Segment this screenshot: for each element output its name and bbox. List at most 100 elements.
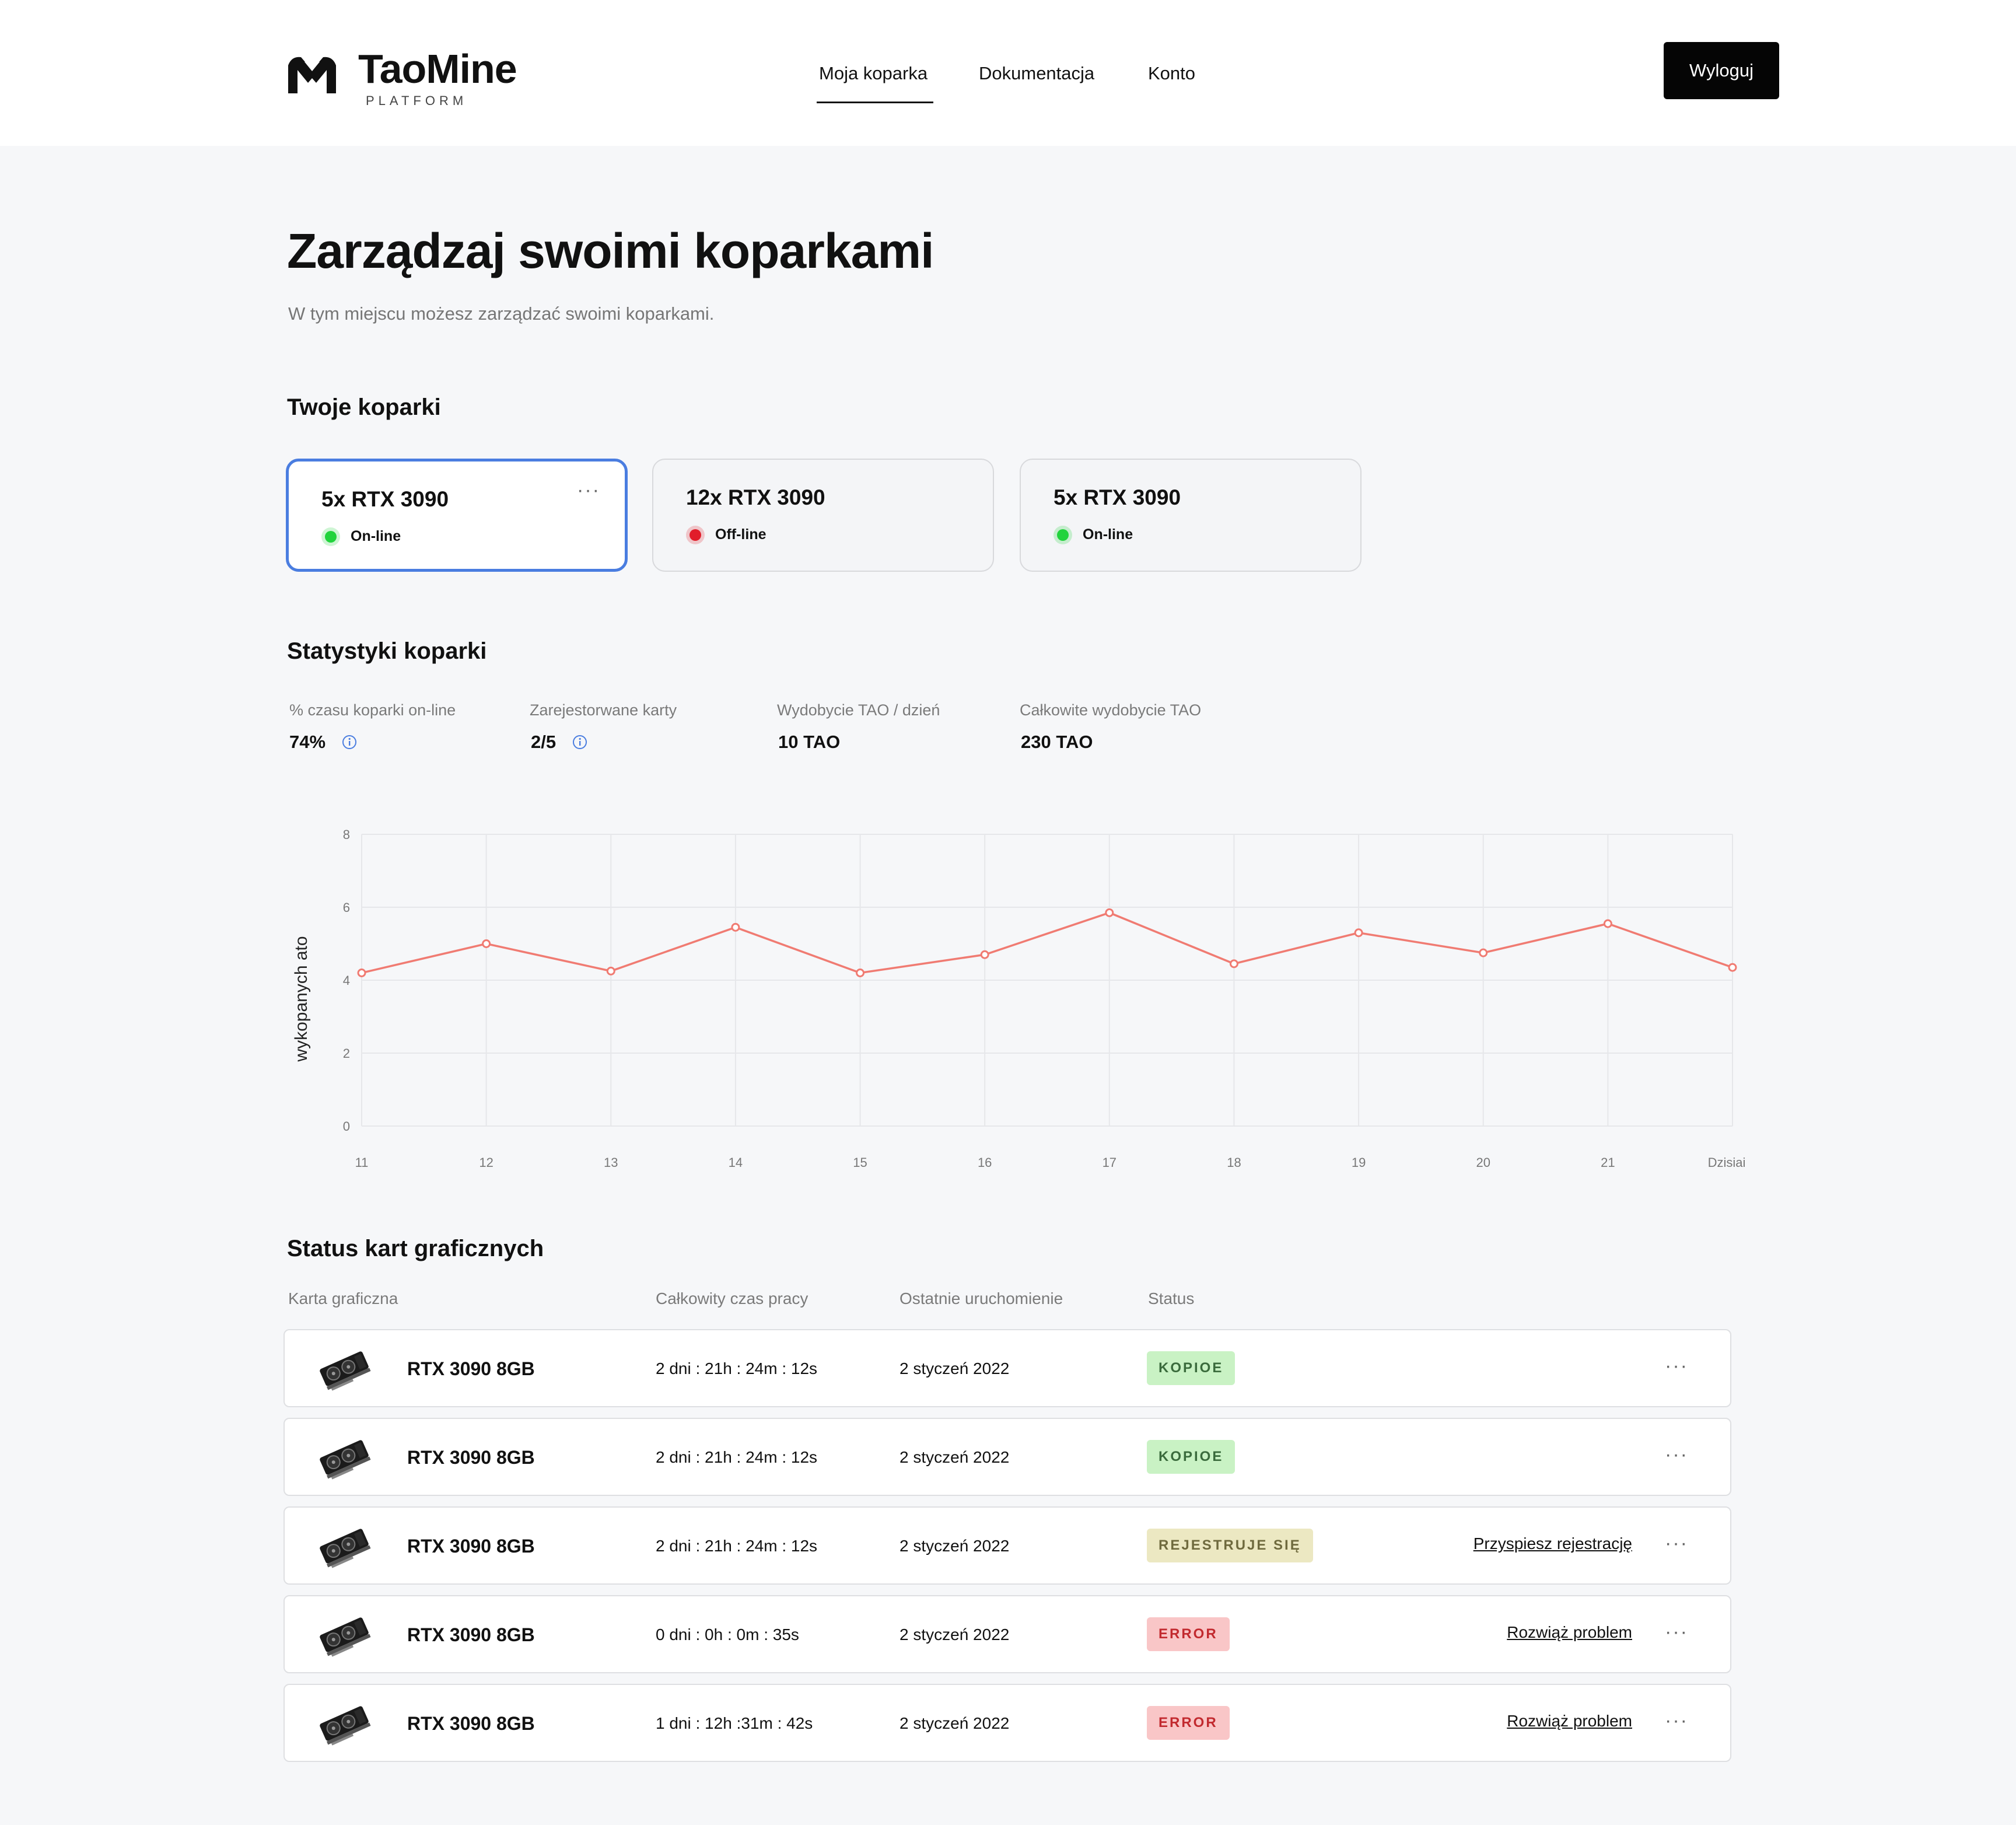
nav-account[interactable]: Konto — [1148, 63, 1196, 83]
nav-documentation[interactable]: Dokumentacja — [979, 63, 1095, 83]
column-header-status: Status — [1148, 1289, 1195, 1307]
stat-value-text: 2/5 — [531, 732, 556, 752]
status-badge: ERROR — [1147, 1617, 1230, 1651]
info-icon[interactable] — [342, 735, 357, 750]
chart-x-tick-label: 18 — [1227, 1155, 1241, 1167]
graphics-card-icon — [320, 1440, 371, 1480]
table-row[interactable]: RTX 3090 8GB 0 dni : 0h : 0m : 35s 2 stycz… — [284, 1595, 1731, 1673]
chart-grid — [361, 834, 1733, 1127]
row-action-link[interactable]: Rozwiąż problem — [1507, 1712, 1632, 1730]
logo-subtitle: PLATFORM — [366, 93, 468, 108]
chart-y-ticks: 0 2 4 6 8 — [343, 827, 350, 1134]
status-badge: REJESTRUJE SIĘ — [1147, 1529, 1313, 1562]
graphics-card-icon — [320, 1351, 371, 1391]
stat-value-total-tao: 230 TAO — [1021, 732, 1093, 752]
chart-x-tick-label: 17 — [1102, 1155, 1116, 1167]
miner-card[interactable]: 5x RTX 3090 ··· On-line — [286, 459, 628, 572]
gpu-name: RTX 3090 8GB — [407, 1624, 535, 1645]
gpu-status-heading: Status kart graficznych — [287, 1236, 544, 1261]
chart-x-tick-label: 11 — [355, 1155, 369, 1167]
status-badge: KOPIOE — [1147, 1440, 1236, 1474]
chart-y-tick-label: 0 — [343, 1119, 350, 1134]
chart-y-tick-label: 2 — [343, 1046, 350, 1061]
stat-value-daily-tao: 10 TAO — [778, 732, 841, 752]
miner-card-title: 5x RTX 3090 — [321, 487, 449, 511]
column-header-last-start: Ostatnie uruchomienie — [900, 1289, 1063, 1307]
gpu-name: RTX 3090 8GB — [407, 1358, 535, 1379]
chart-x-tick-label: Dzisiaj — [1708, 1155, 1746, 1167]
more-options-icon[interactable]: ··· — [1665, 1532, 1688, 1554]
miner-status: On-line — [1057, 526, 1133, 543]
more-options-icon[interactable]: ··· — [1665, 1621, 1688, 1643]
chart-y-tick-label: 8 — [343, 827, 350, 842]
logout-button[interactable]: Wyloguj — [1664, 42, 1779, 99]
graphics-card-icon — [320, 1529, 371, 1568]
miner-status-label: On-line — [351, 528, 401, 544]
gpu-last-start: 2 styczeń 2022 — [900, 1359, 1010, 1378]
chart-x-tick-label: 13 — [604, 1155, 618, 1167]
table-row[interactable]: RTX 3090 8GB 2 dni : 21h : 24m : 12s 2 sty… — [284, 1418, 1731, 1496]
table-row[interactable]: RTX 3090 8GB 1 dni : 12h :31m : 42s 2 styc… — [284, 1684, 1731, 1762]
gpu-uptime: 2 dni : 21h : 24m : 12s — [656, 1448, 818, 1466]
chart-x-tick-label: 16 — [978, 1155, 992, 1167]
nav-my-miner[interactable]: Moja koparka — [819, 63, 928, 83]
gpu-uptime: 2 dni : 21h : 24m : 12s — [656, 1359, 818, 1378]
row-action-link[interactable]: Rozwiąż problem — [1507, 1623, 1632, 1641]
miner-status-label: Off-line — [715, 526, 766, 543]
miner-status-label: On-line — [1083, 526, 1133, 543]
chart-data-point — [1603, 919, 1612, 928]
gpu-name: RTX 3090 8GB — [407, 1536, 535, 1557]
chart-data-point — [482, 939, 491, 948]
chart-x-tick-label: 20 — [1476, 1155, 1490, 1167]
table-row[interactable]: RTX 3090 8GB 2 dni : 21h : 24m : 12s 2 sty… — [284, 1506, 1731, 1585]
offline-status-dot — [690, 529, 701, 541]
chart-data-point — [1229, 959, 1238, 969]
column-header-uptime: Całkowity czas pracy — [656, 1289, 808, 1307]
stat-value-registered-cards: 2/5 — [531, 732, 587, 753]
gpu-last-start: 2 styczeń 2022 — [900, 1625, 1010, 1644]
online-status-dot — [325, 530, 337, 543]
chart-data-point — [357, 969, 366, 977]
gpu-last-start: 2 styczeń 2022 — [900, 1537, 1010, 1555]
info-icon[interactable] — [572, 735, 587, 750]
page-subtitle: W tym miejscu możesz zarządzać swoimi ko… — [288, 303, 715, 324]
miner-card-title: 5x RTX 3090 — [1054, 485, 1181, 509]
nav-active-underline — [817, 102, 933, 103]
miners-heading: Twoje koparki — [287, 394, 441, 420]
chart-data-point — [731, 922, 740, 932]
logo-name: TaoMine — [358, 46, 517, 92]
gpu-name: RTX 3090 8GB — [407, 1447, 535, 1468]
miner-card[interactable]: 5x RTX 3090 On-line — [1020, 459, 1362, 572]
chart-x-tick-label: 12 — [479, 1155, 493, 1167]
chart-y-tick-label: 6 — [343, 900, 350, 915]
more-options-icon[interactable]: ··· — [1665, 1355, 1688, 1377]
column-header-card: Karta graficzna — [288, 1289, 398, 1307]
status-badge: KOPIOE — [1147, 1351, 1236, 1385]
stats-heading: Statystyki koparki — [287, 638, 487, 664]
chart-data-point — [856, 969, 865, 977]
mining-line-chart: 0 2 4 6 8 11 12 13 14 15 16 17 18 19 20 21 Dzisiaj wyko… — [292, 827, 1746, 1167]
stat-label-total-tao: Całkowite wydobycie TAO — [1020, 701, 1202, 719]
miner-card[interactable]: 12x RTX 3090 Off-line — [652, 459, 994, 572]
miner-status: On-line — [325, 528, 401, 545]
chart-y-tick-label: 4 — [343, 973, 350, 988]
stat-value-online-time: 74% — [289, 732, 357, 753]
stat-label-online-time: % czasu koparki on-line — [289, 701, 456, 719]
table-row[interactable]: RTX 3090 8GB 2 dni : 21h : 24m : 12s 2 sty… — [284, 1329, 1731, 1407]
more-options-icon[interactable]: ··· — [577, 479, 600, 501]
miner-card-title: 12x RTX 3090 — [686, 485, 825, 509]
chart-data-point — [1105, 908, 1114, 917]
online-status-dot — [1057, 529, 1069, 541]
more-options-icon[interactable]: ··· — [1665, 1709, 1688, 1732]
chart-x-tick-label: 15 — [853, 1155, 867, 1167]
row-action-link[interactable]: Przyspiesz rejestrację — [1473, 1534, 1632, 1553]
taomine-logo-icon — [288, 57, 336, 93]
more-options-icon[interactable]: ··· — [1665, 1443, 1688, 1466]
chart-data-point — [1728, 963, 1737, 972]
stat-label-daily-tao: Wydobycie TAO / dzień — [777, 701, 940, 719]
graphics-card-icon — [320, 1617, 371, 1657]
stat-value-text: 74% — [289, 732, 326, 752]
chart-data-point — [1479, 948, 1488, 957]
gpu-name: RTX 3090 8GB — [407, 1713, 535, 1734]
chart-x-tick-label: 21 — [1601, 1155, 1615, 1167]
